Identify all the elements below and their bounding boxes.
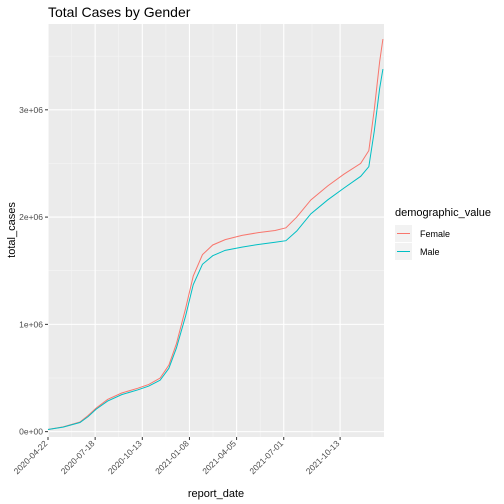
gridlines	[47, 24, 384, 437]
y-tick-label: 3e+06	[19, 105, 43, 115]
x-axis-title: report_date	[188, 488, 244, 500]
x-axis: 2020-04-22 2020-07-18 2020-10-13 2021-01-08…	[12, 437, 342, 476]
series-line-male	[47, 68, 384, 430]
y-tick-label: 0e+00	[19, 427, 43, 437]
x-tick-label: 2021-01-08	[153, 438, 191, 476]
legend-label-female: Female	[420, 229, 450, 239]
x-tick-label: 2021-04-05	[200, 438, 238, 476]
y-axis-title: total_cases	[6, 202, 18, 258]
legend-label-male: Male	[420, 247, 440, 257]
y-tick-label: 2e+06	[19, 212, 43, 222]
legend: demographic_value Female Male	[395, 207, 491, 260]
chart-title: Total Cases by Gender	[48, 4, 191, 20]
plot-panel	[48, 24, 384, 437]
x-tick-label: 2020-04-22	[12, 438, 50, 476]
series-lines	[47, 38, 384, 430]
x-tick-label: 2021-07-01	[247, 438, 285, 476]
x-tick-label: 2020-07-18	[59, 438, 97, 476]
y-axis: 0e+00 1e+06 2e+06 3e+06	[19, 105, 48, 437]
x-tick-label: 2021-10-13	[304, 438, 342, 476]
series-line-female	[47, 38, 384, 430]
legend-title: demographic_value	[395, 207, 491, 219]
y-tick-label: 1e+06	[19, 319, 43, 329]
x-tick-label: 2020-10-13	[106, 438, 144, 476]
